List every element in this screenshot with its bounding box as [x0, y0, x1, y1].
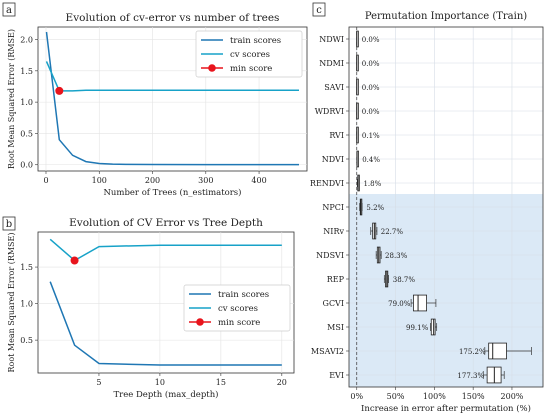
- value-label: 175.2%: [459, 348, 486, 356]
- value-label: 0.0%: [362, 60, 380, 68]
- value-label: 0.1%: [362, 132, 380, 140]
- panel-label-box: [2, 216, 16, 231]
- y-tick-label: RENDVI: [310, 179, 344, 188]
- value-label: 5.2%: [366, 204, 384, 212]
- y-tick-label: 0.5: [20, 129, 33, 138]
- panel-title: Evolution of CV Error vs Tree Depth: [69, 217, 263, 229]
- y-tick-label: 1.0: [20, 300, 33, 309]
- x-tick-label: 400: [251, 176, 266, 185]
- legend-marker: [196, 318, 204, 326]
- y-tick-label: NPCI: [322, 203, 344, 212]
- series-line-cv-scores: [49, 238, 282, 262]
- x-tick-label: 100: [92, 176, 107, 185]
- y-axis-label: Root Mean Squared Error (RMSE): [7, 29, 16, 169]
- x-tick-label: 20: [277, 378, 287, 387]
- panel-label: a: [6, 5, 12, 16]
- legend-label: train scores: [230, 36, 281, 46]
- x-tick-label: 5: [96, 378, 101, 387]
- value-label: 79.0%: [388, 300, 411, 308]
- panel-a: 0.0 0.5 1.0 1.5 2.0 0 100 200 300 400 Evolution of…: [2, 2, 308, 198]
- y-tick-label: 1.0: [20, 98, 33, 107]
- value-label: 38.7%: [393, 276, 416, 284]
- panel-label-box: [312, 2, 326, 17]
- y-tick-label: EVI: [329, 371, 344, 380]
- value-label: 177.3%: [457, 372, 484, 380]
- y-tick-label: WDRVI: [315, 107, 344, 116]
- panel-title: Permutation Importance (Train): [365, 11, 527, 22]
- y-tick-label: NDSVI: [316, 251, 344, 260]
- min-score-marker: [70, 256, 79, 265]
- y-tick-label: 0.5: [20, 336, 33, 345]
- x-tick-label: 0: [43, 176, 48, 185]
- x-tick-label: 10: [155, 378, 165, 387]
- box-GCVI: [413, 294, 427, 312]
- value-label: 0.0%: [362, 36, 380, 44]
- y-tick-label: RVI: [329, 131, 344, 140]
- y-tick-label: MSI: [327, 323, 344, 332]
- y-tick-label: 2.0: [20, 36, 33, 45]
- legend-box: [183, 284, 291, 332]
- x-tick-label: 15: [216, 378, 226, 387]
- y-tick-label: 1.5: [20, 263, 33, 272]
- series-line-cv-scores: [45, 61, 299, 92]
- y-tick-label: 0.0: [20, 161, 33, 170]
- x-tick-label: 200%: [501, 392, 524, 401]
- value-label: 0.4%: [362, 156, 380, 164]
- x-tick-label: 200: [145, 176, 160, 185]
- value-label: 0.0%: [362, 108, 380, 116]
- x-tick-label: 150%: [462, 392, 485, 401]
- legend-label: train scores: [218, 290, 269, 300]
- y-tick-label: REP: [327, 275, 345, 284]
- x-tick-label: 100%: [423, 392, 446, 401]
- y-tick-label: 1.5: [20, 67, 33, 76]
- min-score-marker: [55, 86, 64, 95]
- panel-label-box: [2, 2, 16, 17]
- y-tick-label: MSAVI2: [311, 347, 344, 356]
- legend-marker: [208, 64, 216, 72]
- box-MSAVI2: [488, 342, 507, 360]
- y-tick-label: NDVI: [322, 155, 344, 164]
- legend-box: [195, 30, 303, 78]
- x-axis-label: Tree Depth (max_depth): [114, 389, 219, 400]
- series-line-train-scores: [49, 281, 282, 366]
- value-label: 0.0%: [362, 84, 380, 92]
- y-tick-label: GCVI: [323, 299, 344, 308]
- y-tick-label: NDMI: [319, 59, 344, 68]
- panel-label: b: [6, 219, 12, 230]
- y-axis-label: Root Mean Squared Error (RMSE): [7, 233, 16, 373]
- panel-label: c: [316, 5, 322, 16]
- x-tick-label: 50%: [387, 392, 405, 401]
- value-label: 28.3%: [385, 252, 408, 260]
- legend-label: min score: [218, 318, 260, 328]
- x-axis-label: Increase in error after permutation (%): [361, 403, 531, 414]
- y-tick-label: SAVI: [324, 83, 344, 92]
- value-label: 1.8%: [363, 180, 381, 188]
- plot-frame: [348, 26, 544, 388]
- highlight-band: [349, 194, 543, 387]
- panel-c: 0% 50% 100% 150% 200% NDWI NDMI SAVI WDRVI RVI NDV…: [310, 2, 544, 414]
- legend-label: cv scores: [218, 304, 258, 314]
- series-line-train-scores: [45, 31, 299, 166]
- y-tick-label: NIRv: [323, 227, 344, 236]
- y-tick-label: NDWI: [319, 35, 344, 44]
- panel-title: Evolution of cv-error vs number of trees: [66, 12, 280, 24]
- legend-label: cv scores: [230, 50, 270, 60]
- panel-b: 0.5 1.0 1.5 5 10 15 20 Evolution of CV Error vs…: [2, 216, 295, 400]
- value-label: 99.1%: [406, 324, 429, 332]
- value-label: 22.7%: [381, 228, 404, 236]
- x-tick-label: 300: [198, 176, 213, 185]
- legend-label: min score: [230, 64, 272, 74]
- x-tick-label: 0%: [350, 392, 363, 401]
- x-axis-label: Number of Trees (n_estimators): [103, 187, 241, 198]
